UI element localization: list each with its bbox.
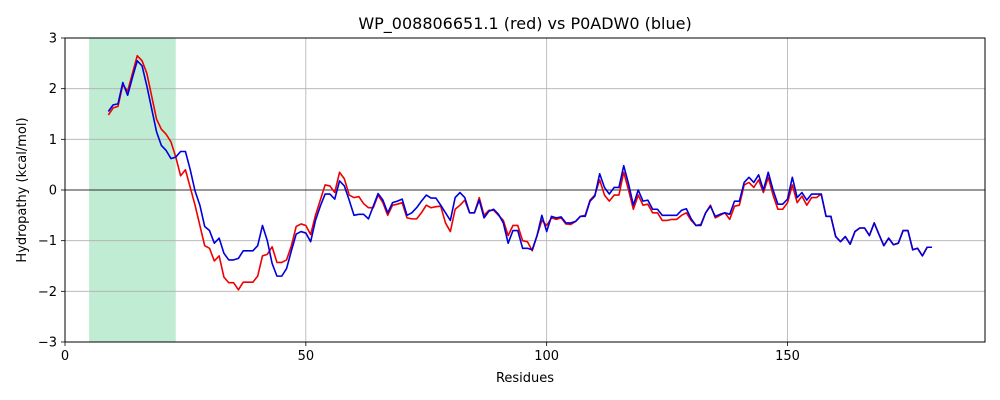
- series-line-1: [107, 59, 933, 277]
- x-axis-label: Residues: [496, 371, 554, 386]
- y-axis-label: Hydropathy (kcal/mol): [15, 117, 30, 262]
- y-tick-label: 2: [49, 82, 57, 97]
- y-tick-label: −3: [38, 336, 57, 351]
- x-tick-label: 150: [775, 349, 800, 364]
- x-tick-label: 50: [298, 349, 315, 364]
- x-tick-label: 0: [61, 349, 69, 364]
- ticks-layer: 0 50 100 150 −3 −2 −1 0 1 2 3: [38, 32, 800, 365]
- y-tick-label: 0: [49, 184, 57, 199]
- y-tick-label: −2: [38, 285, 57, 300]
- series-line-0: [107, 54, 933, 291]
- series-layer: [107, 54, 933, 291]
- x-tick-label: 100: [534, 349, 559, 364]
- y-tick-label: 1: [49, 133, 57, 148]
- chart-title: WP_008806651.1 (red) vs P0ADW0 (blue): [358, 14, 691, 34]
- y-tick-label: 3: [49, 32, 57, 47]
- y-tick-label: −1: [38, 234, 57, 249]
